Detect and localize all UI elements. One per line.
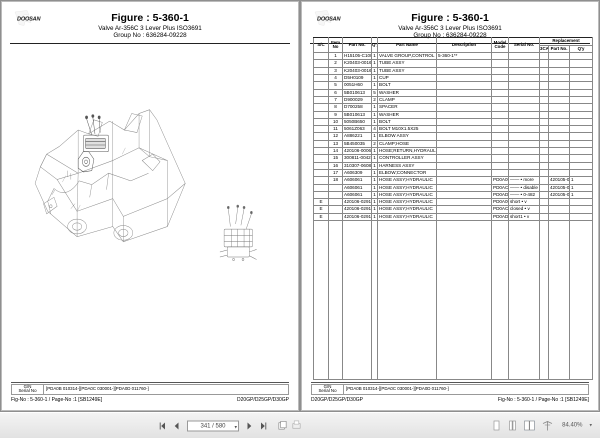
svg-text:DOOSAN: DOOSAN (17, 17, 42, 23)
svg-text:DOOSAN: DOOSAN (317, 17, 342, 23)
